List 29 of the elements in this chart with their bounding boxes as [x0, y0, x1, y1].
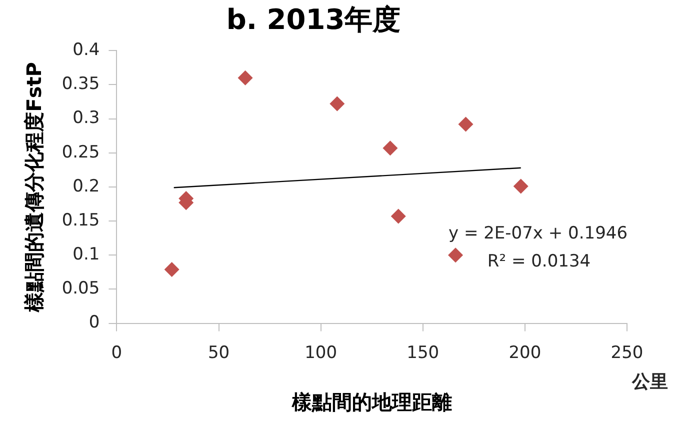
- y-tick-label: 0.1: [72, 244, 100, 265]
- chart-title: b. 2013年度: [226, 3, 401, 36]
- y-tick-label: 0.2: [72, 176, 100, 196]
- y-tick-label: 0.15: [62, 210, 100, 230]
- x-tick-label: 100: [304, 342, 338, 363]
- y-tick-label: 0.3: [72, 108, 100, 128]
- x-tick-label: 200: [508, 342, 542, 363]
- x-tick-label: 150: [406, 342, 440, 363]
- x-axis-title: 樣點間的地理距離: [290, 390, 452, 414]
- y-tick-label: 0.4: [72, 40, 100, 60]
- point: [330, 96, 345, 112]
- point: [458, 116, 474, 132]
- y-tick-label: 0.25: [62, 142, 100, 162]
- point: [164, 262, 180, 277]
- x-tick-label: 50: [208, 342, 230, 363]
- annotation: R² = 0.0134: [487, 251, 591, 272]
- x-tick-label: 250: [610, 342, 644, 363]
- annotation: y = 2E-07x + 0.1946: [448, 223, 628, 244]
- point: [382, 140, 398, 156]
- text: 公里: [631, 372, 668, 393]
- point: [390, 208, 406, 224]
- point: [448, 248, 464, 263]
- point: [513, 178, 528, 194]
- y-tick-label: 0.05: [62, 278, 100, 299]
- point: [238, 70, 253, 86]
- x-tick-label: 0: [111, 342, 122, 363]
- y-axis-title: 樣點間的遺傳分化程度FstP: [22, 62, 46, 313]
- y-tick-label: 0: [88, 312, 100, 333]
- y-tick-label: 0.35: [62, 74, 100, 94]
